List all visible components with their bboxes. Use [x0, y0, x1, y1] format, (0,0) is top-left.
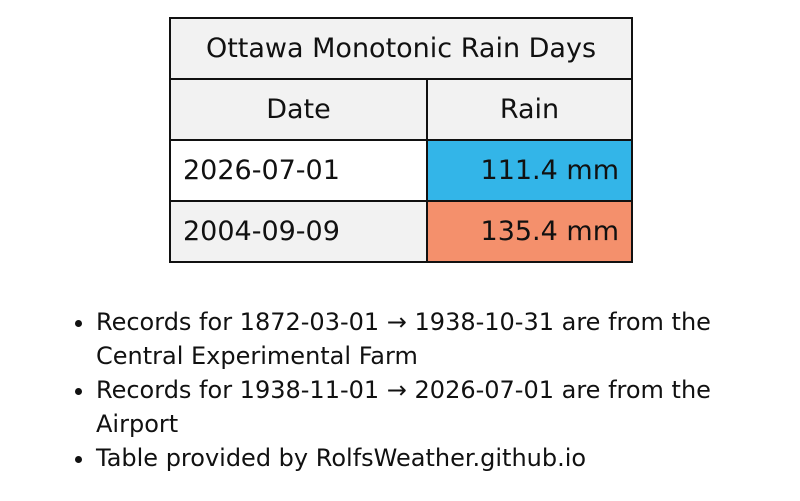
- column-header: Rain: [426, 78, 633, 141]
- date-cell: 2004-09-09: [169, 200, 428, 263]
- header-row: Date Rain: [169, 78, 633, 141]
- date-cell: 2026-07-01: [169, 139, 428, 202]
- note: Records for 1872-03-01 → 1938-10-31 are …: [96, 305, 756, 373]
- rain-table: Ottawa Monotonic Rain Days Date Rain 202…: [169, 17, 633, 263]
- data-row: 2004-09-09 135.4 mm: [169, 200, 633, 263]
- column-header: Date: [169, 78, 428, 141]
- note: Records for 1938-11-01 → 2026-07-01 are …: [96, 373, 756, 441]
- table-title: Ottawa Monotonic Rain Days: [169, 17, 633, 80]
- data-row: 2026-07-01 111.4 mm: [169, 139, 633, 202]
- rain-cell: 111.4 mm: [426, 139, 633, 202]
- note: Table provided by RolfsWeather.github.io: [96, 441, 756, 475]
- notes-list: Records for 1872-03-01 → 1938-10-31 are …: [56, 305, 756, 475]
- title-row: Ottawa Monotonic Rain Days: [169, 17, 633, 80]
- rain-cell: 135.4 mm: [426, 200, 633, 263]
